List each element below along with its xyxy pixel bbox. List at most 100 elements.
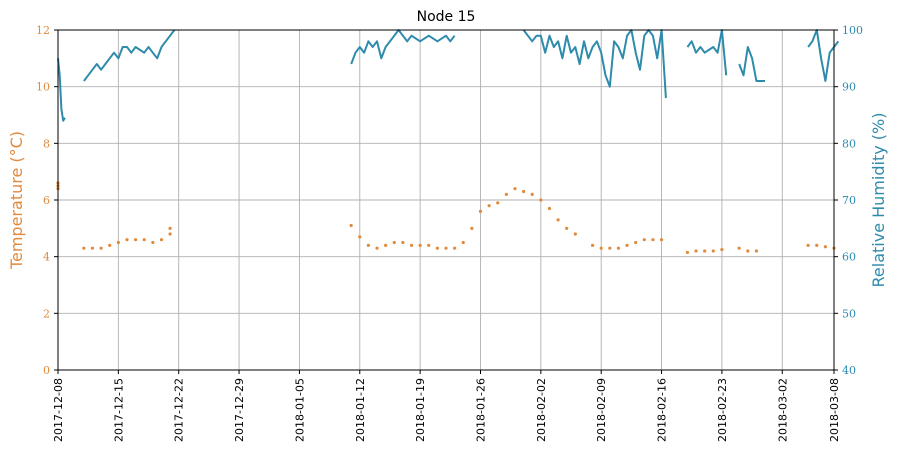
humidity-line (522, 29, 667, 99)
temperature-point (82, 246, 86, 250)
right-tick-label: 70 (842, 194, 856, 207)
temperature-point (358, 235, 362, 239)
x-tick-label: 2018-03-08 (828, 378, 841, 442)
temperature-point (616, 246, 621, 250)
grid (57, 29, 835, 371)
temperature-point (418, 243, 422, 247)
temperature-point (478, 209, 483, 213)
temperature-point (159, 238, 164, 242)
left-tick-label: 8 (43, 137, 50, 150)
temperature-point (746, 249, 750, 253)
temperature-point (108, 243, 112, 247)
temperature-point (522, 189, 526, 194)
temperature-point (349, 223, 353, 228)
x-tick-label: 2017-12-08 (52, 378, 65, 442)
left-tick-label: 12 (36, 24, 50, 37)
temperature-point (599, 246, 603, 250)
temperature-point (99, 246, 103, 250)
temperature-point (168, 232, 172, 236)
temperature-point (703, 249, 707, 253)
x-tick-label: 2018-02-16 (656, 378, 669, 442)
temperature-point (496, 201, 500, 205)
right-axis-ticks: 40 50 60 70 80 90 100 (834, 24, 863, 377)
left-tick-label: 0 (43, 364, 50, 377)
left-tick-label: 4 (43, 251, 50, 264)
temperature-point (90, 246, 95, 250)
temperature-point (401, 240, 405, 245)
x-tick-label: 2018-01-12 (354, 378, 367, 442)
right-axis-title: Relative Humidity (%) (869, 113, 888, 288)
x-tick-label: 2018-01-05 (293, 378, 306, 442)
temperature-point (375, 246, 379, 250)
humidity-line (807, 29, 840, 82)
temperature-point (625, 243, 629, 247)
x-tick-label: 2017-12-22 (173, 378, 186, 442)
temperature-point (711, 249, 715, 253)
temperature-point (720, 247, 724, 252)
temperature-point (694, 249, 698, 253)
left-axis-ticks: 0 2 4 6 8 10 12 (36, 24, 58, 377)
right-tick-label: 90 (842, 81, 856, 94)
temperature-point (444, 246, 448, 250)
humidity-line (83, 29, 176, 82)
temperature-point (392, 240, 396, 245)
temperature-point (168, 226, 172, 230)
left-axis-title: Temperature (°C) (7, 131, 26, 270)
temperature-point (427, 243, 431, 247)
humidity-line (57, 58, 66, 122)
temperature-point (487, 204, 491, 208)
temperature-point (737, 246, 741, 250)
temperature-point (435, 246, 439, 250)
humidity-line (738, 46, 765, 82)
temperature-point (823, 245, 827, 249)
temperature-point (461, 240, 465, 245)
temperature-point (651, 238, 655, 242)
x-tick-label: 2018-01-19 (414, 378, 427, 442)
temperature-point (754, 249, 759, 253)
x-tick-label: 2018-01-26 (474, 378, 487, 442)
temperature-point (806, 243, 810, 247)
temperature-point (590, 243, 595, 247)
temperature-point (556, 218, 560, 222)
temperature-point (453, 246, 457, 250)
temperature-point (547, 206, 552, 211)
temperature-series (56, 181, 836, 255)
temperature-point (125, 238, 129, 242)
right-tick-label: 60 (842, 251, 856, 264)
temperature-point (565, 226, 569, 230)
humidity-line (686, 29, 728, 76)
x-tick-label: 2018-03-02 (776, 378, 789, 442)
left-tick-label: 6 (43, 194, 50, 207)
temperature-point (573, 232, 577, 236)
temperature-point (642, 238, 646, 242)
temperature-point (815, 243, 819, 247)
x-tick-label: 2018-02-02 (535, 378, 548, 442)
temperature-point (634, 240, 638, 245)
x-tick-label: 2018-02-09 (595, 378, 608, 442)
temperature-point (151, 240, 155, 245)
right-tick-label: 100 (842, 24, 863, 37)
x-axis-ticks: 2017-12-08 2017-12-15 2017-12-22 2017-12-29… (52, 370, 841, 442)
temperature-point (513, 187, 517, 191)
right-tick-label: 80 (842, 137, 856, 150)
temperature-point (608, 246, 612, 250)
temperature-point (134, 238, 138, 242)
temperature-point (409, 243, 414, 247)
x-tick-label: 2018-02-23 (716, 378, 729, 442)
temperature-point (366, 243, 370, 247)
humidity-line (350, 29, 456, 65)
temperature-point (685, 250, 690, 255)
temperature-point (659, 238, 664, 242)
right-tick-label: 50 (842, 307, 856, 320)
temperature-point (504, 192, 508, 196)
temperature-point (142, 238, 146, 242)
temperature-point (116, 240, 120, 245)
temperature-point (539, 198, 543, 202)
left-tick-label: 2 (43, 307, 50, 320)
left-tick-label: 10 (36, 81, 50, 94)
temperature-point (384, 243, 388, 247)
chart-title: Node 15 (417, 9, 476, 25)
x-tick-label: 2017-12-15 (112, 378, 125, 442)
humidity-series (57, 29, 840, 122)
